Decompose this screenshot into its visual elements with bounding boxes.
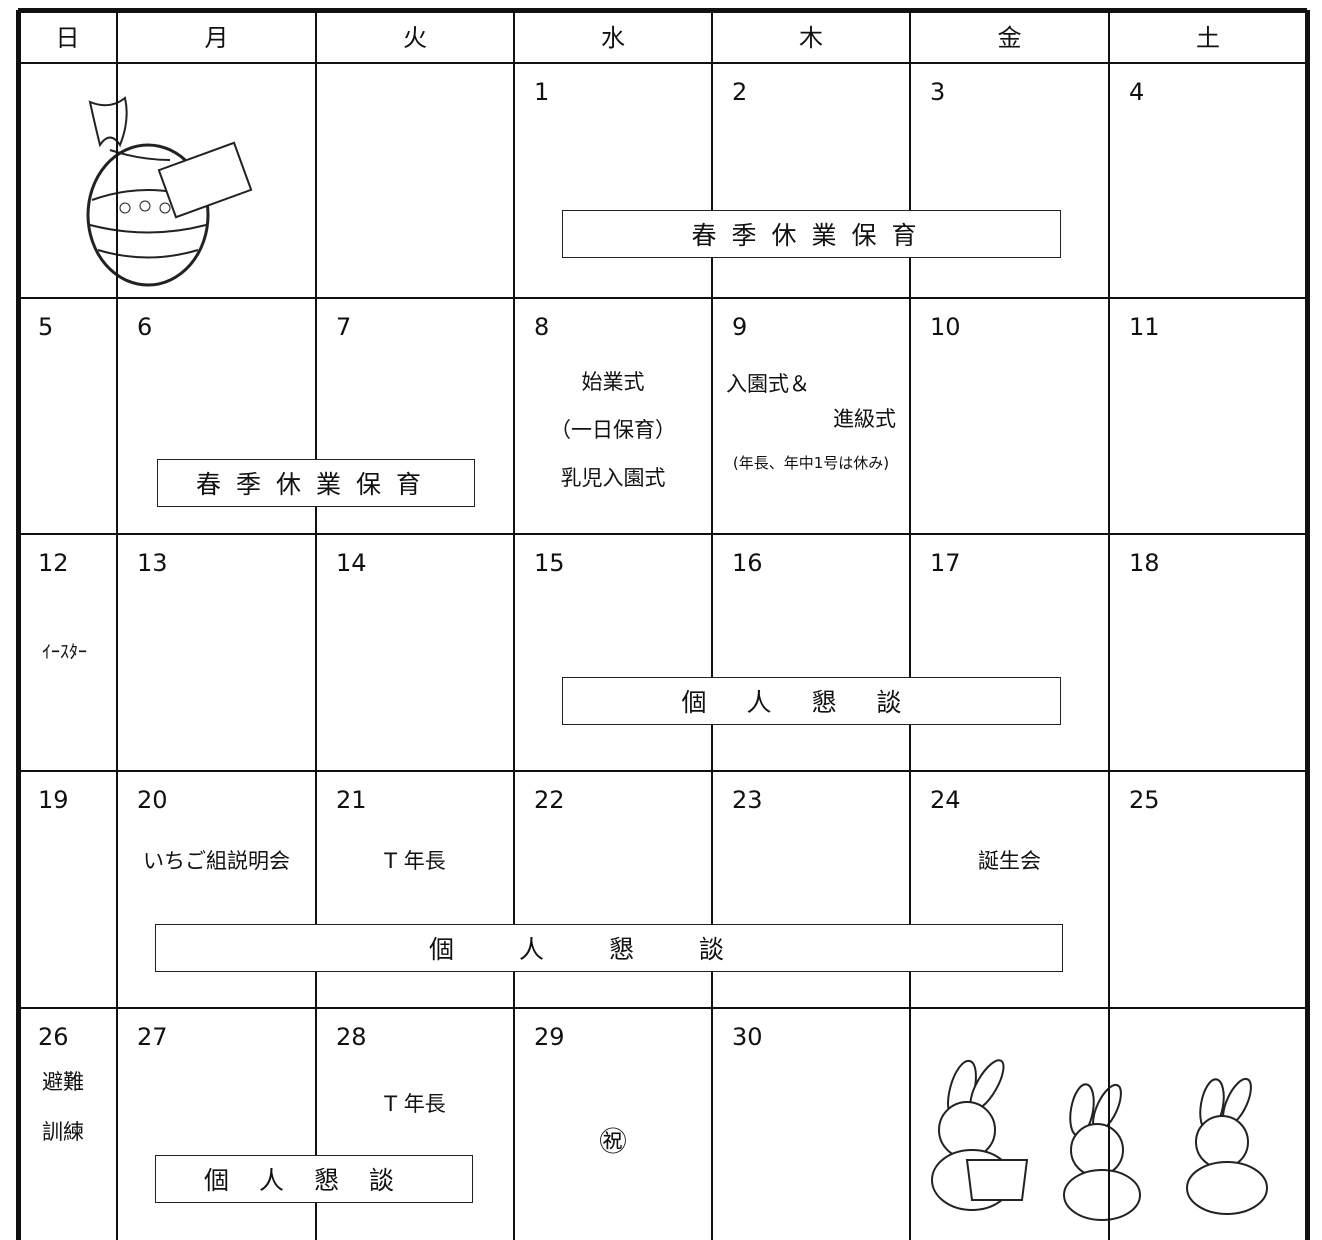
grid-line bbox=[711, 10, 713, 1240]
day-number: 17 bbox=[930, 549, 961, 577]
weekday-header: 月 bbox=[204, 24, 229, 52]
rabbits-illustration bbox=[931, 1059, 1268, 1221]
day-number: 7 bbox=[336, 313, 352, 341]
event-note: 訓練 bbox=[42, 1120, 84, 1144]
grid-line bbox=[116, 10, 118, 1240]
day-number: 4 bbox=[1129, 78, 1145, 106]
weekday-header: 土 bbox=[1196, 24, 1220, 52]
grid-line bbox=[18, 1007, 1307, 1009]
day-number: 15 bbox=[534, 549, 565, 577]
day-number: 6 bbox=[137, 313, 153, 341]
grid-line bbox=[18, 7, 1307, 13]
day-number: 12 bbox=[38, 549, 69, 577]
event-note: 避難 bbox=[42, 1070, 84, 1094]
event-note: T 年長 bbox=[384, 1092, 446, 1116]
day-number: 2 bbox=[732, 78, 748, 106]
event-note: 乳児入園式 bbox=[560, 466, 666, 490]
weekday-header: 金 bbox=[997, 24, 1022, 52]
event-note: (年長、年中1号は休み) bbox=[732, 454, 890, 472]
grid-line bbox=[18, 297, 1307, 299]
grid-line bbox=[18, 533, 1307, 535]
day-number: 8 bbox=[534, 313, 550, 341]
day-number: 13 bbox=[137, 549, 168, 577]
event-note: T 年長 bbox=[384, 849, 446, 873]
grid-line bbox=[15, 10, 21, 1240]
day-number: 28 bbox=[336, 1023, 367, 1051]
grid-line bbox=[1304, 10, 1310, 1240]
day-number: 25 bbox=[1129, 786, 1160, 814]
event-banner: 春季休業保育 bbox=[562, 210, 1061, 258]
event-note: ㊗ bbox=[598, 1125, 627, 1158]
day-number: 14 bbox=[336, 549, 367, 577]
grid-line bbox=[513, 10, 515, 1240]
day-number: 5 bbox=[38, 313, 54, 341]
day-number: 10 bbox=[930, 313, 961, 341]
day-number: 3 bbox=[930, 78, 946, 106]
event-banner: 個人懇談 bbox=[155, 1155, 473, 1203]
weekday-header: 木 bbox=[799, 24, 823, 52]
grid-line bbox=[315, 10, 317, 1240]
day-number: 22 bbox=[534, 786, 565, 814]
day-number: 16 bbox=[732, 549, 763, 577]
grid-line bbox=[1108, 10, 1110, 1240]
event-note: 誕生会 bbox=[978, 849, 1041, 873]
event-note: 入園式＆ bbox=[726, 372, 810, 396]
weekday-header: 水 bbox=[601, 24, 625, 52]
grid-line bbox=[18, 62, 1307, 64]
easter-egg-illustration bbox=[86, 96, 253, 287]
event-banner: 個人懇談 bbox=[562, 677, 1061, 725]
day-number: 1 bbox=[534, 78, 550, 106]
day-number: 30 bbox=[732, 1023, 763, 1051]
grid-line bbox=[18, 770, 1307, 772]
day-number: 29 bbox=[534, 1023, 565, 1051]
day-number: 21 bbox=[336, 786, 367, 814]
day-number: 18 bbox=[1129, 549, 1160, 577]
day-number: 24 bbox=[930, 786, 961, 814]
day-number: 20 bbox=[137, 786, 168, 814]
day-number: 27 bbox=[137, 1023, 168, 1051]
event-note: （一日保育） bbox=[550, 418, 676, 442]
event-note: いちご組説明会 bbox=[143, 849, 290, 873]
day-number: 23 bbox=[732, 786, 763, 814]
event-note: 進級式 bbox=[833, 407, 896, 431]
day-number: 9 bbox=[732, 313, 748, 341]
day-number: 19 bbox=[38, 786, 69, 814]
event-banner: 春季休業保育 bbox=[157, 459, 475, 507]
event-note: ｲｰｽﾀｰ bbox=[42, 642, 87, 663]
day-number: 11 bbox=[1129, 313, 1160, 341]
grid-line bbox=[909, 10, 911, 1240]
weekday-header: 火 bbox=[403, 24, 427, 52]
day-number: 26 bbox=[38, 1023, 69, 1051]
weekday-header: 日 bbox=[55, 24, 80, 52]
event-banner: 個人懇談 bbox=[155, 924, 1063, 972]
event-note: 始業式 bbox=[581, 370, 645, 394]
